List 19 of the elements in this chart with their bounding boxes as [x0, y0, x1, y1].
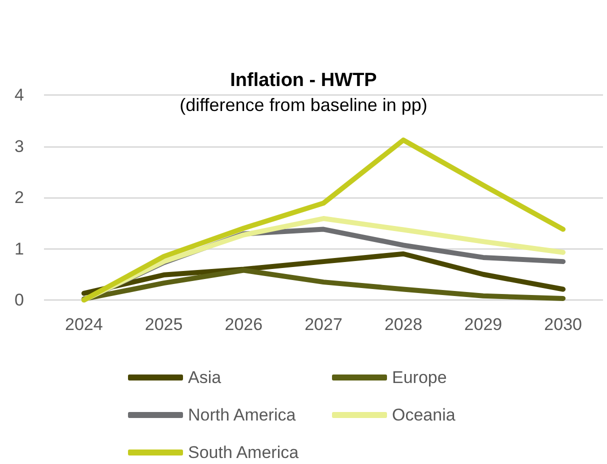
- x-tick-label: 2029: [464, 315, 502, 334]
- y-tick-label: 3: [14, 136, 24, 156]
- y-tick-label: 0: [14, 290, 24, 310]
- legend-label: Europe: [392, 368, 447, 387]
- legend-label: South America: [188, 443, 300, 462]
- y-tick-label: 4: [14, 86, 24, 104]
- x-tick-label: 2027: [304, 315, 342, 334]
- x-tick-label: 2030: [544, 315, 582, 334]
- legend-label: North America: [188, 406, 296, 424]
- legend-label: Asia: [188, 368, 222, 387]
- chart-title: Inflation - HWTP: [230, 70, 378, 91]
- x-tick-label: 2028: [384, 315, 422, 334]
- y-tick-label: 2: [14, 188, 24, 207]
- x-tick-label: 2026: [224, 315, 263, 334]
- y-tick-label: 1: [14, 239, 24, 258]
- x-tick-label: 2025: [144, 315, 183, 334]
- chart-subtitle: (difference from baseline in pp): [180, 95, 428, 115]
- x-tick-label: 2024: [65, 315, 103, 334]
- legend-label: Oceania: [392, 406, 456, 424]
